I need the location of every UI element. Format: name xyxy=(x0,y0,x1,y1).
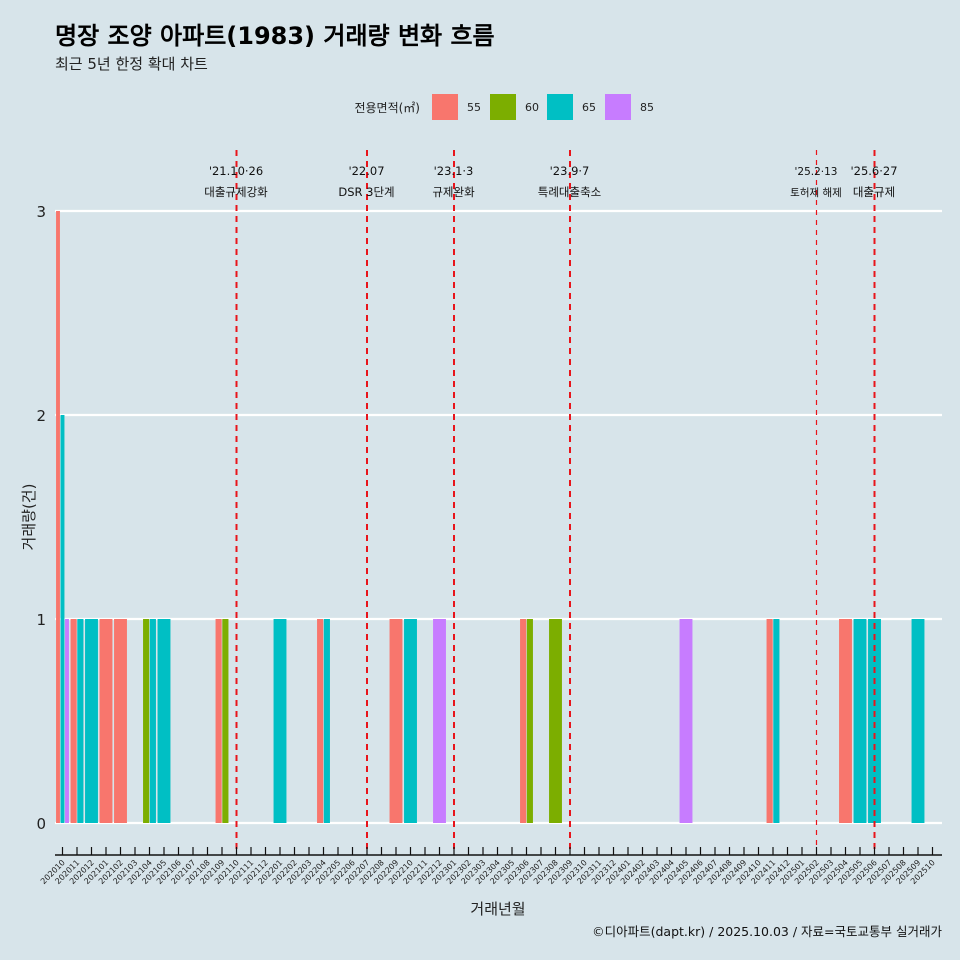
bar-202010-85 xyxy=(65,619,69,823)
bar-202405-85 xyxy=(679,619,693,823)
y-tick-label: 1 xyxy=(36,611,46,629)
annotation-label: 토허제 해제 xyxy=(790,186,842,199)
bar-202209-55 xyxy=(389,619,403,823)
bar-202102-55 xyxy=(114,619,127,823)
legend-swatch-85 xyxy=(605,94,631,120)
legend-swatch-60 xyxy=(490,94,516,120)
y-tick-label: 0 xyxy=(36,815,46,833)
annotation-label: 규제완화 xyxy=(432,185,475,199)
bar-202012-65 xyxy=(85,619,98,823)
annotation-date: '23.1·3 xyxy=(434,164,474,178)
annotation-date: '23.9·7 xyxy=(550,164,590,178)
annotation-date: '25.6·27 xyxy=(850,164,897,178)
bar-202212-85 xyxy=(433,619,446,823)
bar-202204-55 xyxy=(317,619,324,823)
legend-label-65: 65 xyxy=(582,101,596,114)
legend-swatch-55 xyxy=(432,94,458,120)
annotation-label: DSR 3단계 xyxy=(338,185,394,199)
legend-title: 전용면적(㎡) xyxy=(354,101,420,115)
grid xyxy=(55,209,942,825)
bar-202104-60 xyxy=(143,619,150,823)
bar-202011-65 xyxy=(77,619,84,823)
y-tick-label: 3 xyxy=(36,203,46,221)
bar-202104-65 xyxy=(149,619,156,823)
bar-202101-55 xyxy=(99,619,113,823)
legend-label-60: 60 xyxy=(525,101,539,114)
bar-202506-65 xyxy=(868,619,881,823)
x-axis: 2020102020112020122021012021022021032021… xyxy=(39,847,942,886)
bar-202411-65 xyxy=(773,619,780,823)
bar-202109-55 xyxy=(215,619,222,823)
legend: 전용면적(㎡) 55 60 65 85 xyxy=(354,94,654,120)
annotation-date: '21.10·26 xyxy=(209,164,263,178)
bar-202306-60 xyxy=(526,619,533,823)
bar-202210-65 xyxy=(404,619,417,823)
annotation-label: 특례대출축소 xyxy=(538,185,601,199)
annotation-label: 대출규제강화 xyxy=(204,185,268,199)
legend-swatch-65 xyxy=(547,94,573,120)
y-axis-title: 거래량(건) xyxy=(20,484,38,551)
annotation-lines: '21.10·26 대출규제강화 '22.07 DSR 3단계 '23.1·3 규제완화 '… xyxy=(204,150,898,850)
annotation-date: '22.07 xyxy=(348,164,384,178)
legend-label-85: 85 xyxy=(640,101,654,114)
annotation-date: '25.2·13 xyxy=(795,166,838,178)
bar-202509-65 xyxy=(911,619,925,823)
annotation-label: 대출규제 xyxy=(853,185,895,199)
y-axis: 0 1 2 3 xyxy=(36,203,46,833)
bar-202109-60 xyxy=(222,619,229,823)
bar-202204-65 xyxy=(323,619,330,823)
bar-202308-60 xyxy=(549,619,562,823)
legend-label-55: 55 xyxy=(467,101,481,114)
x-axis-title: 거래년월 xyxy=(470,900,525,918)
bar-202411-55 xyxy=(766,619,773,823)
y-tick-label: 2 xyxy=(36,407,46,425)
bar-202505-65 xyxy=(853,619,867,823)
chart-title: 명장 조양 아파트(1983) 거래량 변화 흐름 xyxy=(55,22,495,50)
bar-202201-65 xyxy=(273,619,287,823)
chart-subtitle: 최근 5년 한정 확대 차트 xyxy=(55,55,208,73)
bar-202306-55 xyxy=(520,619,527,823)
bar-202504-55 xyxy=(839,619,852,823)
bar-202011-55 xyxy=(70,619,77,823)
caption: ©디아파트(dapt.kr) / 2025.10.03 / 자료=국토교통부 실… xyxy=(592,924,942,939)
bar-202010-55 xyxy=(56,211,60,823)
bar-202105-65 xyxy=(157,619,171,823)
bars xyxy=(56,211,925,823)
bar-202010-65 xyxy=(60,415,65,823)
